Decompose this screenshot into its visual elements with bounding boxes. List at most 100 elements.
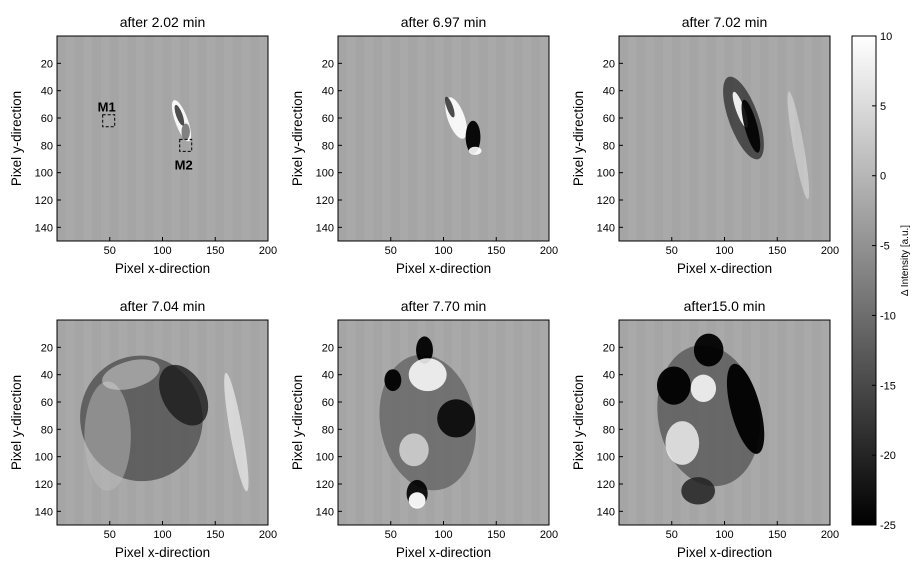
heatmap-band — [127, 36, 137, 241]
y-tick-label: 60 — [41, 397, 53, 409]
y-tick-label: 40 — [322, 370, 334, 382]
y-axis-label: Pixel y-direction — [571, 91, 586, 186]
heatmap-band — [531, 320, 541, 525]
heatmap-band — [74, 36, 84, 241]
y-tick-label: 80 — [603, 140, 615, 152]
heatmap-band — [373, 320, 382, 525]
y-tick-label: 40 — [603, 370, 615, 382]
heatmap-texture — [619, 36, 822, 241]
heatmap-blob — [159, 364, 209, 426]
y-tick-label: 60 — [322, 113, 334, 125]
marker-m2: M2 — [175, 138, 193, 172]
y-tick-label: 140 — [316, 222, 334, 234]
y-axis-label: Pixel y-direction — [9, 91, 24, 186]
heatmap-texture — [57, 36, 260, 241]
y-tick-label: 80 — [322, 424, 334, 436]
heatmap-band — [531, 36, 541, 241]
heatmap-texture — [57, 320, 260, 525]
y-tick-label: 80 — [603, 424, 615, 436]
marker-box — [179, 138, 193, 152]
panel-title: after 6.97 min — [401, 14, 487, 30]
heatmap-band — [513, 320, 523, 525]
y-tick-label: 40 — [322, 86, 334, 98]
colorbar-label: Δ Intensity [a.u.] — [900, 225, 911, 296]
x-tick-label: 100 — [153, 529, 171, 541]
heatmap-band — [671, 36, 681, 241]
heatmap-band — [215, 36, 225, 241]
x-axis-label: Pixel x-direction — [396, 261, 491, 276]
heatmap-blob — [665, 421, 700, 465]
colorbar-gradient — [851, 35, 877, 526]
panel-1: after 2.02 min 50 100 150 200 20 40 60 80 100 120 1… — [9, 14, 277, 276]
heatmap-band — [724, 36, 734, 241]
heatmap-band — [794, 36, 804, 241]
y-tick-label: 60 — [603, 397, 615, 409]
heatmap-blob — [384, 369, 402, 392]
marker-m1: M1 — [98, 100, 116, 128]
colorbar-tick-label: -10 — [880, 310, 896, 322]
y-tick-label: 20 — [603, 342, 615, 354]
heatmap-blob — [726, 363, 765, 454]
heatmap-band — [478, 36, 488, 241]
y-tick-label: 120 — [597, 479, 615, 491]
colorbar-tick-label: 5 — [880, 101, 886, 113]
heatmap-band — [57, 320, 66, 525]
heatmap-band — [443, 36, 453, 241]
heatmap-band — [74, 320, 84, 525]
heatmap-blob — [399, 433, 429, 467]
heatmap-band — [408, 36, 418, 241]
heatmap-band — [513, 36, 523, 241]
marker-label: M2 — [175, 157, 193, 172]
y-tick-label: 60 — [322, 397, 334, 409]
x-tick-label: 100 — [153, 245, 171, 257]
colorbar-tick-label: -15 — [880, 380, 896, 392]
x-tick-label: 150 — [487, 245, 505, 257]
heatmap-texture — [619, 320, 822, 525]
x-axis-label: Pixel x-direction — [396, 545, 491, 560]
heatmap-band — [759, 36, 769, 241]
x-axis-label: Pixel x-direction — [115, 545, 210, 560]
y-axis-label: Pixel y-direction — [571, 375, 586, 470]
y-tick-label: 20 — [322, 342, 334, 354]
heatmap-band — [706, 36, 716, 241]
heatmap-band — [478, 320, 488, 525]
y-tick-label: 140 — [597, 506, 615, 518]
y-tick-label: 120 — [35, 479, 53, 491]
heatmap-blob — [102, 359, 160, 390]
heatmap-band — [57, 36, 66, 241]
heatmap-band — [689, 36, 699, 241]
x-tick-label: 50 — [666, 245, 678, 257]
heatmap-band — [496, 320, 506, 525]
heatmap-band — [390, 36, 400, 241]
panel-5: after 7.70 min 50 100 150 200 20 40 60 80 100 120 1… — [290, 298, 558, 560]
panel-title: after 7.02 min — [682, 14, 768, 30]
y-axis-label: Pixel y-direction — [290, 91, 305, 186]
heatmap-band — [812, 36, 822, 241]
heatmap-blob — [416, 336, 433, 364]
y-tick-label: 40 — [41, 370, 53, 382]
heatmap-band — [92, 36, 101, 241]
heatmap-background — [57, 36, 268, 241]
heatmap-blob — [408, 358, 447, 392]
x-tick-label: 150 — [206, 529, 224, 541]
heatmap-band — [812, 320, 822, 525]
x-tick-label: 200 — [259, 529, 277, 541]
heatmap-band — [250, 36, 260, 241]
x-tick-label: 50 — [104, 245, 116, 257]
heatmap-background — [619, 36, 830, 241]
y-axis-label: Pixel y-direction — [9, 375, 24, 470]
x-tick-label: 100 — [715, 529, 733, 541]
heatmap-band — [338, 320, 347, 525]
colorbar-tick-label: -25 — [880, 520, 896, 532]
heatmap-band — [355, 320, 365, 525]
heatmap-band — [636, 36, 646, 241]
y-tick-label: 140 — [597, 222, 615, 234]
x-tick-label: 50 — [385, 529, 397, 541]
x-tick-label: 100 — [715, 245, 733, 257]
heatmap-band — [109, 36, 119, 241]
y-axis-label: Pixel y-direction — [290, 375, 305, 470]
panel-4: after 7.04 min 50 100 150 200 20 40 60 80 100 120 1… — [9, 298, 277, 560]
heatmap-band — [144, 36, 154, 241]
heatmap-blob — [181, 123, 190, 140]
